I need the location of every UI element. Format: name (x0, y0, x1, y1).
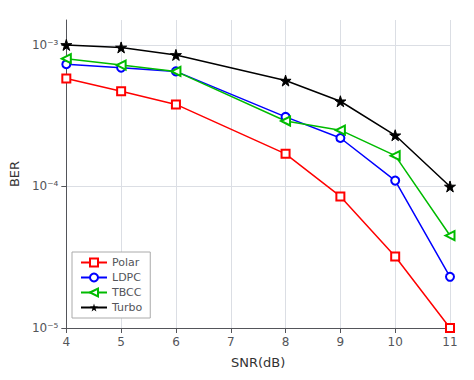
svg-text:Polar: Polar (112, 256, 140, 269)
svg-text:7: 7 (227, 335, 235, 349)
svg-text:10: 10 (388, 335, 403, 349)
svg-text:9: 9 (337, 335, 345, 349)
svg-text:SNR(dB): SNR(dB) (231, 355, 285, 370)
svg-text:10⁻⁴: 10⁻⁴ (32, 179, 59, 193)
svg-text:Turbo: Turbo (111, 301, 143, 314)
svg-text:10⁻³: 10⁻³ (32, 38, 59, 52)
svg-text:LDPC: LDPC (112, 271, 141, 284)
svg-text:6: 6 (172, 335, 180, 349)
svg-text:TBCC: TBCC (111, 286, 142, 299)
svg-text:11: 11 (442, 335, 457, 349)
svg-text:BER: BER (7, 161, 22, 187)
svg-text:4: 4 (62, 335, 70, 349)
svg-text:8: 8 (282, 335, 290, 349)
svg-text:5: 5 (117, 335, 125, 349)
svg-text:10⁻⁵: 10⁻⁵ (32, 321, 59, 335)
